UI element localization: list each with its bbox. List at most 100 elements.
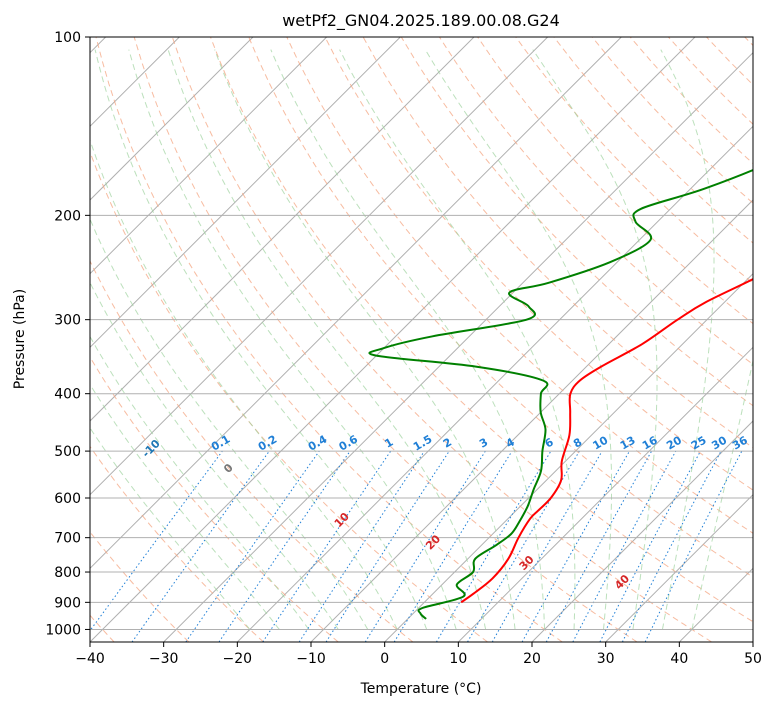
dry-adiabat-line [95,37,563,642]
mixing-ratio-line [298,450,425,642]
moist-adiabat-line [90,217,369,630]
dry-adiabat-line [90,150,488,642]
y-tick-label: 200 [54,208,81,224]
dry-adiabat-line [210,37,753,623]
isotherm-line [752,641,753,642]
mixing-ratio-line [185,450,320,642]
mixing-ratio-lines [90,450,743,642]
moist-adiabat-line [94,49,428,630]
dry-adiabat-line [706,37,753,86]
mixing-ratio-label: 30 [709,433,729,452]
isotherm-line [90,37,254,201]
isotherm-line [605,493,753,642]
moist-adiabat-line [90,427,251,630]
x-tick-label: 30 [597,651,615,667]
mixing-ratio-line [599,450,701,642]
mixing-ratio-label: 20 [664,433,684,452]
mixing-ratio-label: 0.6 [337,432,361,453]
dry-adiabat-line [324,37,753,491]
mixing-ratio-label: 8 [571,436,584,451]
y-tick-label: 300 [54,313,81,329]
mixing-ratio-label: 16 [640,433,660,452]
dewpoint-profile-line [368,168,753,620]
moist-adiabat-line [128,49,457,630]
dry-adiabat-label: -10 [140,437,163,460]
isotherm-line [90,37,696,642]
dry-adiabat-line [744,37,753,47]
moist-adiabat-line [90,281,339,630]
mixing-ratio-line [545,450,653,642]
mixing-ratio-line [572,450,677,642]
isoline-labels: 0.1 0.2 0.4 0.6 1 1.5 2 3 4 6 8 10 13 16 20 25 30 36-1001… [140,432,751,592]
moist-adiabat-line [90,335,310,630]
x-tick-label: −20 [223,651,253,667]
y-tick-label: 400 [54,387,81,403]
isotherm-line [90,37,401,349]
x-tick-label: 0 [380,651,389,667]
mixing-ratio-line [218,450,351,642]
x-tick-label: 40 [670,651,688,667]
mixing-ratio-line [325,450,450,642]
dry-adiabat-line [591,37,753,204]
dry-adiabat-line [248,37,753,578]
mixing-ratio-label: 0.1 [209,433,232,454]
y-tick-label: 100 [54,30,81,46]
moist-adiabat-line [90,383,280,630]
moist-adiabat-line [532,49,658,630]
isotherm-line [90,37,549,496]
isotherm-line [90,37,328,275]
x-tick-label: 20 [523,651,541,667]
x-axis-title: Temperature (°C) [360,681,482,697]
dry-adiabat-line [668,37,753,125]
profile-series [368,168,753,620]
pressure-gridlines [90,37,753,630]
plot-frame [89,36,754,643]
moist-adiabat-line [90,138,398,630]
mixing-ratio-label: 3 [477,436,490,451]
x-tick-label: −40 [75,651,105,667]
dry-adiabat-line [171,37,712,642]
moist-adiabat-line [214,49,516,630]
plot-area: 0.1 0.2 0.4 0.6 1 1.5 2 3 4 6 8 10 13 16 20 25 30 36-1001… [90,37,753,642]
mixing-ratio-label: 25 [689,434,709,453]
dry-adiabat-label: 40 [612,572,632,592]
mixing-ratio-label: 0.2 [256,433,279,454]
y-tick-label: 600 [54,491,81,507]
dry-adiabat-line [90,531,190,642]
dry-adiabat-line [286,37,753,534]
moist-adiabat-line [691,358,753,630]
x-tick-label: −10 [296,651,326,667]
dry-adiabat-lines [90,37,753,642]
moist-adiabat-line [167,49,487,630]
isotherm-line [531,420,753,642]
isotherm-lines [90,37,753,642]
temperature-profile-line [460,278,753,604]
moist-adiabat-lines [90,49,753,630]
isotherm-line [678,567,753,642]
y-tick-label: 700 [54,531,81,547]
y-tick-label: 1000 [45,622,81,638]
dry-adiabat-line [90,356,339,642]
moist-adiabat-line [270,49,546,630]
mixing-ratio-line [90,450,223,632]
mixing-ratio-label: 10 [591,433,611,452]
dry-adiabat-line [515,37,753,284]
y-tick-label: 800 [54,565,81,581]
mixing-ratio-line [644,450,743,642]
mixing-ratio-label: 0.4 [306,432,330,453]
y-tick-label: 500 [54,444,81,460]
isotherm-line [236,125,753,642]
isotherm-line [163,51,753,642]
dry-adiabat-line [553,37,753,244]
moist-adiabat-line [660,49,715,630]
y-axis: 100 200 300 400 500 600 700 800 900 1000 [45,30,90,638]
mixing-ratio-line [131,450,270,642]
x-tick-label: 10 [449,651,467,667]
isotherm-line [384,272,753,642]
x-axis: −40 −30 −20 −10 0 10 20 30 40 50 [75,642,762,667]
mixing-ratio-line [262,450,392,642]
mixing-ratio-line [521,450,630,642]
dry-adiabat-line [90,445,264,642]
x-tick-label: 50 [744,651,762,667]
y-tick-label: 900 [54,595,81,611]
